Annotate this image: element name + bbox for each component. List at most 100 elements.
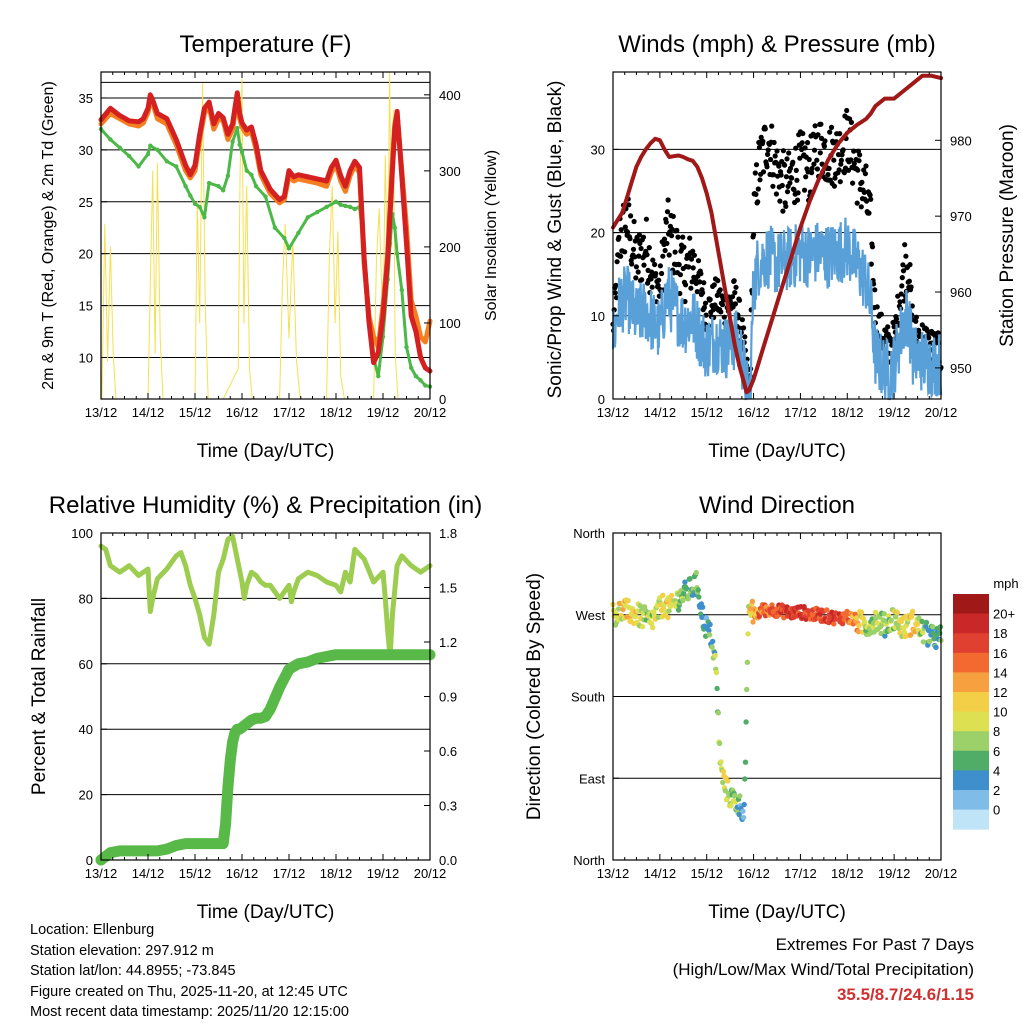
gust-point [926, 335, 932, 341]
gust-point [661, 236, 668, 242]
legend-label: 16 [993, 646, 1007, 661]
direction-point [892, 614, 899, 620]
gust-point [715, 278, 721, 284]
direction-point [931, 636, 937, 642]
gust-point [614, 259, 620, 265]
gust-point [653, 271, 659, 277]
x-tick-label: 18/12 [320, 405, 353, 420]
gust-point [690, 248, 696, 254]
gust-point [675, 234, 681, 240]
gust-point [697, 279, 703, 285]
gust-point [861, 189, 867, 195]
direction-point [858, 609, 865, 615]
gust-point [916, 327, 922, 333]
gust-point [817, 150, 823, 156]
dewpoint-point [206, 180, 212, 186]
gust-point [691, 252, 698, 258]
extremes-subtitle: (High/Low/Max Wind/Total Precipitation) [672, 960, 974, 979]
dewpoint-point [296, 230, 301, 236]
direction-point [720, 779, 726, 786]
y-tick-label: 40 [79, 722, 93, 737]
y-tick-label: 30 [591, 142, 605, 157]
gust-point [858, 204, 864, 210]
gust-point [630, 246, 637, 252]
gust-point [850, 180, 856, 186]
gust-point [831, 183, 838, 189]
chart-title: Relative Humidity (%) & Precipitation (i… [49, 492, 482, 519]
gust-point [837, 179, 843, 185]
gust-point [683, 282, 689, 288]
gust-point [622, 249, 628, 255]
legend-swatch [953, 633, 989, 654]
y-tick-label: 20 [591, 226, 605, 241]
legend-swatch [953, 692, 989, 712]
direction-point [709, 644, 715, 650]
gust-point [867, 192, 873, 198]
direction-point [824, 607, 830, 613]
gust-point [698, 271, 704, 277]
dewpoint-point [202, 215, 207, 220]
direction-point [740, 814, 747, 821]
gust-point [660, 253, 666, 259]
gust-point [773, 191, 780, 197]
dewpoint-point [404, 344, 409, 350]
gust-point [689, 279, 695, 285]
gust-point [677, 290, 683, 297]
gust-point [686, 264, 692, 270]
station-info: Location: Ellenburg Station elevation: 2… [30, 920, 349, 1023]
direction-point [737, 793, 743, 799]
x-tick-label: 13/12 [85, 405, 118, 420]
gust-point [665, 197, 671, 203]
gust-point [799, 140, 805, 146]
dewpoint-point [272, 225, 278, 230]
x-tick-label: 19/12 [878, 405, 911, 420]
gust-point [794, 197, 801, 203]
gust-point [851, 148, 857, 154]
y2-tick-label: 400 [439, 88, 461, 103]
gust-point [626, 202, 632, 208]
gust-point [711, 282, 717, 288]
gust-point [687, 235, 693, 241]
dewpoint-point [221, 188, 226, 193]
gust-point [787, 180, 793, 186]
legend-label: 10 [993, 705, 1007, 720]
gust-point [659, 270, 665, 277]
gust-point [913, 318, 919, 324]
gust-point [618, 253, 624, 259]
gust-point [903, 253, 909, 259]
gust-point [729, 294, 736, 300]
gust-point [802, 145, 808, 151]
direction-point [744, 686, 750, 693]
y2-tick-label: 1.2 [439, 635, 457, 650]
dewpoint-point [282, 235, 287, 241]
gust-point [859, 179, 865, 185]
plot-frame [612, 71, 942, 400]
gust-point [695, 258, 702, 264]
direction-point [919, 618, 925, 625]
direction-point [750, 619, 756, 625]
y-axis-label: Sonic/Prop Wind & Gust (Blue, Black) [545, 81, 566, 399]
direction-point [660, 592, 666, 598]
y-tick-label: 35 [79, 91, 93, 106]
legend-title: mph [993, 576, 1018, 591]
direction-point [633, 613, 639, 620]
gust-point [822, 138, 828, 144]
gust-point [731, 278, 737, 284]
gust-point [770, 172, 777, 178]
legend-label: 18 [993, 626, 1007, 641]
y2-tick-label: 0.6 [439, 744, 457, 759]
direction-point [665, 614, 671, 621]
dewpoint-point [413, 373, 419, 379]
direction-point [675, 607, 682, 613]
gust-point [690, 265, 696, 271]
gust-point [719, 302, 726, 308]
gust-point [899, 283, 905, 289]
gust-point [848, 157, 854, 163]
direction-point [742, 776, 748, 782]
gust-point [868, 261, 874, 267]
legend-label: 0 [993, 803, 1000, 818]
gust-point [640, 234, 647, 240]
gust-point [851, 160, 857, 167]
x-tick-label: 15/12 [179, 405, 212, 420]
y2-tick-label: 950 [950, 361, 972, 376]
